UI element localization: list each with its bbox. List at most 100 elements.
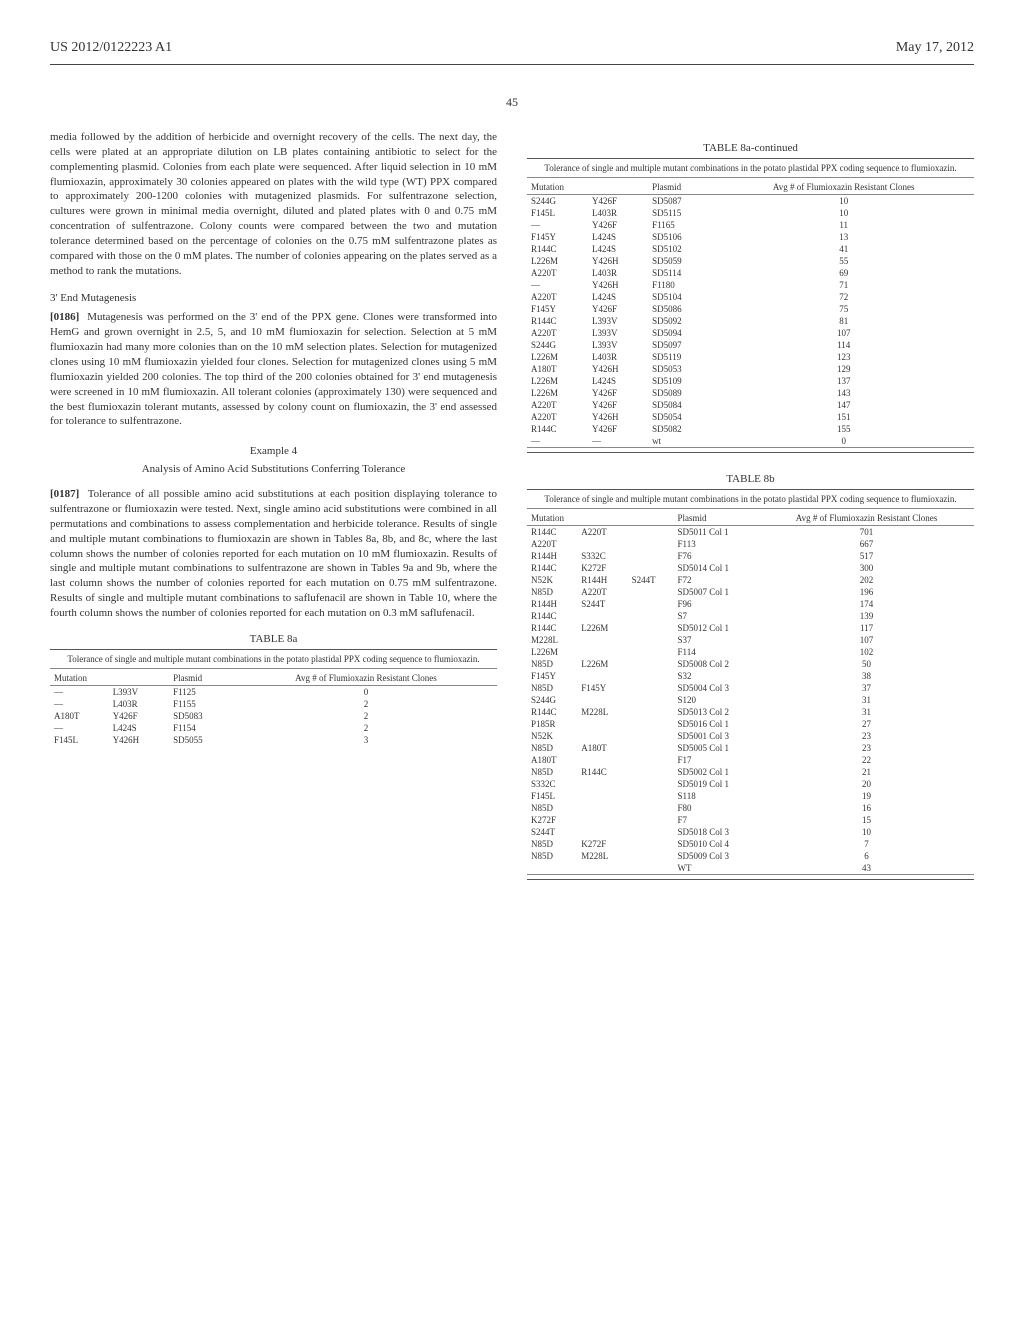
col-header-plasmid: Plasmid xyxy=(169,671,235,686)
cell-plasmid: SD5109 xyxy=(648,375,713,387)
cell-mut1: N52K xyxy=(527,730,577,742)
cell-plasmid: SD5115 xyxy=(648,207,713,219)
cell-value: 102 xyxy=(759,646,974,658)
cell-plasmid: S118 xyxy=(674,790,760,802)
cell-mut2 xyxy=(577,634,627,646)
right-column: TABLE 8a-continued Tolerance of single a… xyxy=(527,130,974,888)
cell-plasmid: SD5009 Col 3 xyxy=(674,850,760,862)
cell-value: 75 xyxy=(713,303,974,315)
cell-plasmid: SD5013 Col 2 xyxy=(674,706,760,718)
body-paragraph: [0187] Tolerance of all possible amino a… xyxy=(50,487,497,621)
cell-mut2: A180T xyxy=(577,742,627,754)
table-8a-continued: Mutation Plasmid Avg # of Flumioxazin Re… xyxy=(527,180,974,453)
cell-value: 174 xyxy=(759,598,974,610)
table-label: TABLE 8a-continued xyxy=(527,142,974,154)
table-row: R144CK272FSD5014 Col 1300 xyxy=(527,562,974,574)
table-row: K272FF715 xyxy=(527,814,974,826)
table-row: R144HS332CF76517 xyxy=(527,550,974,562)
cell-plasmid: F114 xyxy=(674,646,760,658)
paragraph-number: [0186] xyxy=(50,311,79,323)
cell-value: 23 xyxy=(759,742,974,754)
cell-value: 22 xyxy=(759,754,974,766)
table-row: R144CL226MSD5012 Col 1117 xyxy=(527,622,974,634)
cell-value: 107 xyxy=(713,327,974,339)
table-row: A220TL403RSD511469 xyxy=(527,267,974,279)
table-row: A220TY426HSD5054151 xyxy=(527,411,974,423)
cell-plasmid: F1155 xyxy=(169,698,235,710)
cell-value: 20 xyxy=(759,778,974,790)
table-row: M228LS37107 xyxy=(527,634,974,646)
cell-mut2: Y426H xyxy=(109,734,169,746)
col-header-plasmid: Plasmid xyxy=(648,180,713,195)
cell-value: 155 xyxy=(713,423,974,435)
table-row: ——wt0 xyxy=(527,435,974,448)
col-header-mutation: Mutation xyxy=(527,511,674,526)
table-row: N85DF145YSD5004 Col 337 xyxy=(527,682,974,694)
cell-plasmid: SD5016 Col 1 xyxy=(674,718,760,730)
cell-mut1: F145Y xyxy=(527,303,588,315)
cell-mut2: L424S xyxy=(588,375,648,387)
patent-date: May 17, 2012 xyxy=(896,40,974,56)
table-row: N52KSD5001 Col 323 xyxy=(527,730,974,742)
table-row: N85DA180TSD5005 Col 123 xyxy=(527,742,974,754)
cell-plasmid: F17 xyxy=(674,754,760,766)
cell-mut3 xyxy=(628,718,674,730)
cell-plasmid: SD5097 xyxy=(648,339,713,351)
cell-mut1: — xyxy=(527,219,588,231)
table-row: N85DR144CSD5002 Col 121 xyxy=(527,766,974,778)
cell-mut2: Y426F xyxy=(588,387,648,399)
cell-plasmid: F1125 xyxy=(169,685,235,698)
cell-plasmid: F76 xyxy=(674,550,760,562)
table-row: S244GL393VSD5097114 xyxy=(527,339,974,351)
cell-mut1: F145L xyxy=(50,734,109,746)
cell-value: 139 xyxy=(759,610,974,622)
cell-mut2: Y426F xyxy=(588,423,648,435)
table-row: L226ML403RSD5119123 xyxy=(527,351,974,363)
cell-plasmid: F1154 xyxy=(169,722,235,734)
cell-mut2: Y426H xyxy=(588,363,648,375)
cell-value: 202 xyxy=(759,574,974,586)
cell-mut2: S244T xyxy=(577,598,627,610)
subheading: 3' End Mutagenesis xyxy=(50,292,497,304)
cell-mut3 xyxy=(628,694,674,706)
cell-mut2 xyxy=(577,694,627,706)
table-row: S332CSD5019 Col 120 xyxy=(527,778,974,790)
cell-value: 300 xyxy=(759,562,974,574)
table-row: N85DF8016 xyxy=(527,802,974,814)
cell-mut1: P185R xyxy=(527,718,577,730)
example-title: Analysis of Amino Acid Substitutions Con… xyxy=(50,463,497,475)
table-row: —Y426HF118071 xyxy=(527,279,974,291)
cell-mut1: A220T xyxy=(527,411,588,423)
table-row: R144HS244TF96174 xyxy=(527,598,974,610)
cell-value: 196 xyxy=(759,586,974,598)
cell-mut1: A180T xyxy=(527,754,577,766)
cell-mut2: L403R xyxy=(588,351,648,363)
cell-mut1: F145L xyxy=(527,790,577,802)
col-header-avg: Avg # of Flumioxazin Resistant Clones xyxy=(235,671,497,686)
table-row: L226MY426HSD505955 xyxy=(527,255,974,267)
table-row: A180TY426FSD50832 xyxy=(50,710,497,722)
cell-value: 43 xyxy=(759,862,974,875)
cell-mut1: S244T xyxy=(527,826,577,838)
cell-mut3 xyxy=(628,610,674,622)
cell-mut3 xyxy=(628,754,674,766)
cell-mut1: R144C xyxy=(527,622,577,634)
cell-mut2 xyxy=(577,790,627,802)
table-row: A220TF113667 xyxy=(527,538,974,550)
cell-mut3 xyxy=(628,730,674,742)
cell-mut2 xyxy=(577,646,627,658)
cell-mut2 xyxy=(577,802,627,814)
cell-value: 10 xyxy=(759,826,974,838)
cell-value: 129 xyxy=(713,363,974,375)
cell-value: 151 xyxy=(713,411,974,423)
table-row: S244GS12031 xyxy=(527,694,974,706)
cell-value: 147 xyxy=(713,399,974,411)
cell-plasmid: SD5082 xyxy=(648,423,713,435)
cell-mut3 xyxy=(628,790,674,802)
cell-plasmid: F72 xyxy=(674,574,760,586)
cell-mut1: R144C xyxy=(527,315,588,327)
cell-mut2: L393V xyxy=(109,685,169,698)
cell-mut3 xyxy=(628,766,674,778)
cell-value: 10 xyxy=(713,195,974,208)
cell-plasmid: S120 xyxy=(674,694,760,706)
